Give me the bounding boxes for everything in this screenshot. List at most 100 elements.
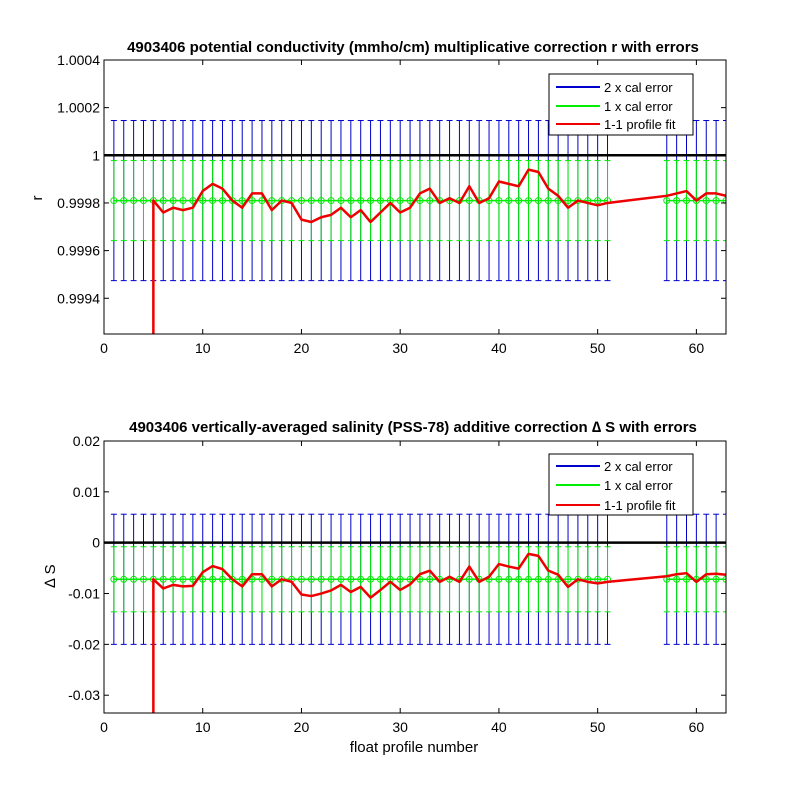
fit-level-marker (712, 197, 720, 205)
fit-level-marker (525, 575, 533, 583)
fit-level-marker (594, 197, 602, 205)
top-plot-area: 0 10 20 30 40 50 60 0.9994 0.9996 0.9998 1 1.0002 1.… (57, 52, 727, 356)
fit-level-marker (673, 197, 681, 205)
y-tick-label: -0.01 (68, 586, 100, 602)
fit-level-marker (317, 575, 325, 583)
fit-level-marker (465, 575, 473, 583)
fit-level-marker (337, 197, 345, 205)
x-tick-label: 0 (100, 340, 108, 356)
fit-level-marker (702, 575, 710, 583)
fit-level-marker (199, 197, 207, 205)
fit-level-marker (683, 575, 691, 583)
fit-level-marker (139, 197, 147, 205)
x-tick-label: 40 (491, 340, 507, 356)
fit-level-marker (495, 575, 503, 583)
y-tick-label: 0.01 (73, 484, 100, 500)
top-legend-label-1x: 1 x cal error (604, 99, 673, 114)
fit-level-marker (505, 575, 513, 583)
bottom-legend-label-1x: 1 x cal error (604, 478, 673, 493)
fit-level-marker (376, 575, 384, 583)
fit-level-marker (159, 575, 167, 583)
fit-level-marker (692, 197, 700, 205)
fit-level-marker (297, 575, 305, 583)
fit-level-marker (110, 197, 118, 205)
y-tick-label: -0.02 (68, 636, 100, 652)
fit-level-marker (564, 197, 572, 205)
fit-level-marker (376, 197, 384, 205)
bottom-panel-title: 4903406 vertically-averaged salinity (PS… (129, 419, 697, 436)
top-panel: 4903406 potential conductivity (mmho/cm)… (29, 39, 727, 356)
fit-level-marker (564, 575, 572, 583)
fit-level-marker (248, 197, 256, 205)
fit-level-marker (505, 197, 513, 205)
bottom-legend-label-fit: 1-1 profile fit (604, 498, 676, 513)
fit-level-marker (515, 197, 523, 205)
bottom-plot-area: 0 10 20 30 40 50 60 -0.03 -0.02 -0.01 0 0.01 0.02 (68, 433, 727, 735)
fit-level-marker (406, 197, 414, 205)
y-tick-label: 1 (92, 147, 100, 163)
top-legend-label-fit: 1-1 profile fit (604, 117, 676, 132)
fit-level-marker (683, 197, 691, 205)
fit-level-marker (218, 575, 226, 583)
fit-level-marker (722, 197, 726, 205)
fit-level-marker (673, 575, 681, 583)
fit-level-marker (120, 197, 128, 205)
fit-level-marker (120, 575, 128, 583)
x-tick-label: 50 (590, 340, 606, 356)
fit-level-marker (416, 197, 424, 205)
fit-level-marker (702, 197, 710, 205)
x-tick-label: 30 (392, 340, 408, 356)
fit-level-marker (159, 197, 167, 205)
fit-level-marker (465, 197, 473, 205)
bottom-axes-box (103, 440, 727, 714)
x-tick-label: 20 (294, 719, 310, 735)
fit-level-marker (544, 197, 552, 205)
profile-fit-line (152, 168, 726, 334)
top-axes-box (103, 59, 727, 335)
fit-level-marker (268, 197, 276, 205)
y-tick-label: 0.9996 (57, 243, 100, 259)
bottom-panel-xlabel: float profile number (350, 739, 478, 756)
fit-level-marker (515, 575, 523, 583)
fit-level-marker (110, 575, 118, 583)
fit-level-marker (426, 575, 434, 583)
fit-level-marker (307, 197, 315, 205)
y-tick-label: 0 (92, 535, 100, 551)
x-tick-label: 30 (392, 719, 408, 735)
fit-level-marker (544, 575, 552, 583)
fit-level-marker (357, 575, 365, 583)
x-tick-label: 10 (195, 719, 211, 735)
profile-fit-line (152, 552, 726, 713)
fit-level-marker (722, 575, 726, 583)
fit-level-marker (367, 197, 375, 205)
fit-level-marker (139, 575, 147, 583)
top-data-layer (104, 120, 726, 334)
fit-level-marker (347, 575, 355, 583)
fit-level-marker (327, 197, 335, 205)
top-legend: 2 x cal error 1 x cal error 1-1 profile … (548, 73, 694, 136)
fit-level-marker (495, 197, 503, 205)
bottom-legend: 2 x cal error 1 x cal error 1-1 profile … (548, 453, 694, 516)
bottom-legend-label-2x: 2 x cal error (604, 459, 673, 474)
fit-level-marker (337, 575, 345, 583)
top-legend-label-2x: 2 x cal error (604, 80, 673, 95)
fit-level-marker (209, 575, 217, 583)
fit-level-marker (426, 197, 434, 205)
fit-level-marker (534, 197, 542, 205)
fit-level-marker (367, 575, 375, 583)
x-tick-label: 60 (689, 340, 705, 356)
fit-level-marker (238, 197, 246, 205)
bottom-data-layer (104, 513, 726, 713)
fit-level-marker (297, 197, 305, 205)
fit-level-marker (179, 575, 187, 583)
fit-level-marker (396, 575, 404, 583)
fit-level-marker (169, 575, 177, 583)
fit-level-marker (712, 575, 720, 583)
y-tick-label: 1.0004 (57, 52, 100, 68)
fit-level-marker (307, 575, 315, 583)
fit-level-marker (130, 575, 138, 583)
fit-level-marker (347, 197, 355, 205)
fit-level-marker (357, 197, 365, 205)
fit-level-marker (663, 197, 671, 205)
